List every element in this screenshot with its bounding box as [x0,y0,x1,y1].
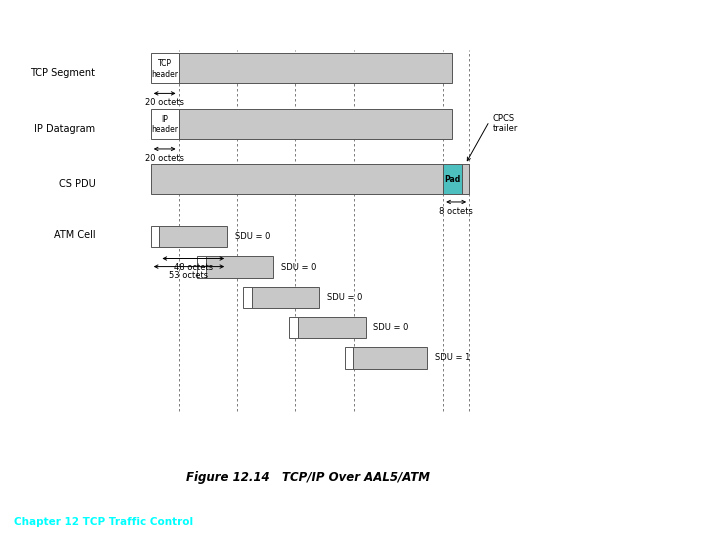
Text: 53 octets: 53 octets [169,271,209,280]
Bar [150,164,444,194]
Text: Figure 12.14   TCP/IP Over AAL5/ATM: Figure 12.14 TCP/IP Over AAL5/ATM [186,471,430,484]
Text: Pad: Pad [444,175,461,184]
Text: TCP: TCP [158,59,171,68]
Text: header: header [151,70,178,79]
Text: 8 octets: 8 octets [439,207,473,216]
Text: CS PDU: CS PDU [58,179,96,190]
Text: header: header [151,125,178,134]
Bar [206,256,274,278]
Text: IP Datagram: IP Datagram [35,124,96,134]
Bar [159,226,227,247]
Bar [462,164,469,194]
Bar [179,109,452,139]
Bar [444,164,462,194]
Text: IP: IP [161,114,168,124]
Bar [243,287,252,308]
Text: ATM Cell: ATM Cell [54,230,96,240]
Text: 20 octets: 20 octets [145,154,184,163]
Bar [345,347,354,369]
Bar [150,53,179,83]
Bar [150,109,179,139]
Bar [298,317,366,338]
Text: SDU = 0: SDU = 0 [281,262,316,272]
Bar [289,317,298,338]
Text: 49: 49 [659,482,677,495]
Text: SDU = 1: SDU = 1 [435,354,470,362]
Text: Chapter 12 TCP Traffic Control: Chapter 12 TCP Traffic Control [14,517,194,528]
Text: 48 octets: 48 octets [174,262,213,272]
Text: SDU = 0: SDU = 0 [235,232,270,241]
Bar [179,53,452,83]
Bar [252,287,320,308]
Bar [354,347,427,369]
Text: 20 octets: 20 octets [145,98,184,107]
Text: SDU = 0: SDU = 0 [373,323,408,332]
Bar [197,256,206,278]
Bar [150,226,159,247]
Text: TCP Segment: TCP Segment [30,68,96,78]
Text: CPCS
trailer: CPCS trailer [492,114,518,133]
Text: SDU = 0: SDU = 0 [327,293,362,302]
